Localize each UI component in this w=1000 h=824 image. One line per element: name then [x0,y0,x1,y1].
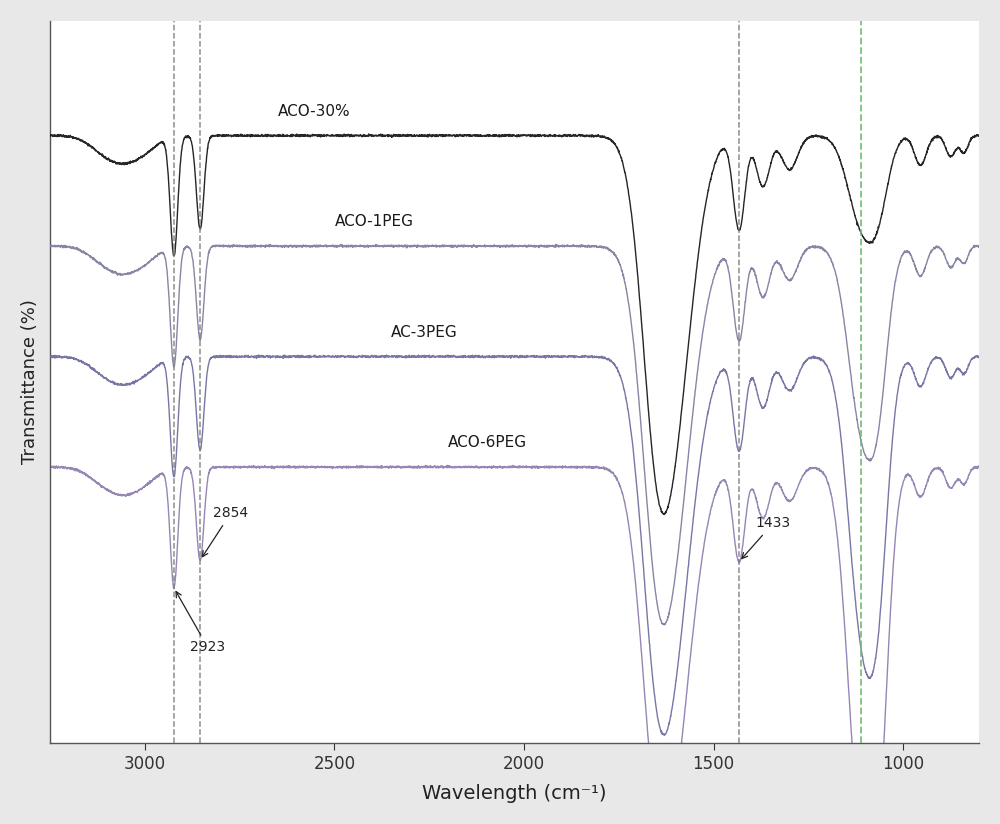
Text: 2854: 2854 [202,507,248,557]
Text: 2923: 2923 [176,592,225,654]
Text: 1111: 1111 [0,823,1,824]
X-axis label: Wavelength (cm⁻¹): Wavelength (cm⁻¹) [422,784,607,803]
Y-axis label: Transmittance (%): Transmittance (%) [21,300,39,465]
Text: ACO-1PEG: ACO-1PEG [334,214,413,229]
Text: AC-3PEG: AC-3PEG [391,325,458,339]
Text: 1433: 1433 [742,517,791,559]
Text: ACO-30%: ACO-30% [278,104,350,119]
Text: ACO-6PEG: ACO-6PEG [448,435,527,450]
